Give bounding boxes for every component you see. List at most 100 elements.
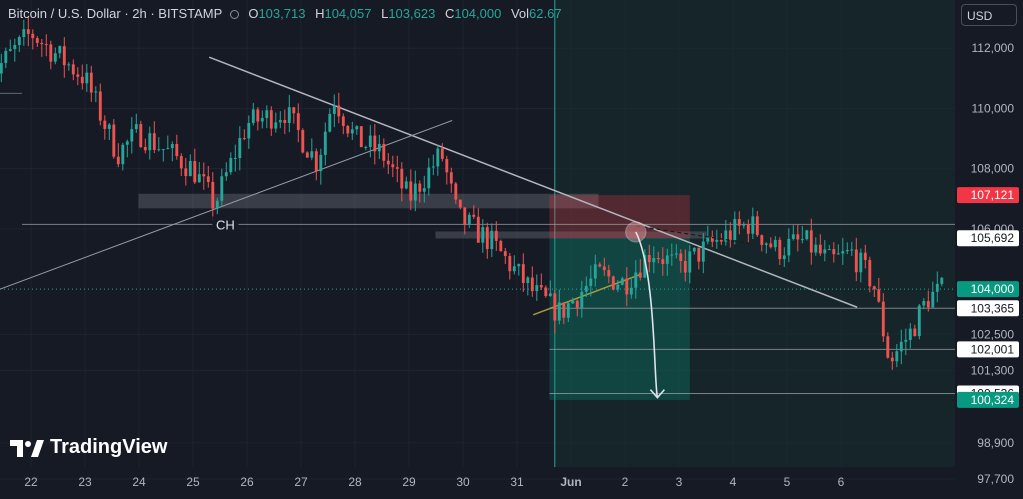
- candle-189: [836, 244, 840, 255]
- candle-body: [454, 183, 458, 200]
- candle-body: [436, 148, 440, 167]
- candle-50: [211, 172, 215, 221]
- candle-186: [823, 240, 827, 262]
- candle-111: [485, 222, 489, 259]
- candle-body: [49, 44, 53, 62]
- candle-body: [319, 154, 323, 172]
- candle-body: [53, 53, 57, 62]
- candle-190: [841, 237, 845, 265]
- candle-131: [575, 299, 579, 317]
- tradingview-wordmark: TradingView: [50, 436, 168, 458]
- candle-79: [341, 113, 345, 135]
- candle-185: [818, 234, 822, 256]
- candle-83: [359, 126, 363, 148]
- candle-97: [422, 175, 426, 203]
- candle-body: [872, 286, 876, 290]
- price-label-3: 103,365: [971, 301, 1015, 315]
- candle-body: [278, 120, 282, 123]
- candle-35: [143, 138, 147, 154]
- candle-179: [791, 225, 795, 241]
- candle-86: [373, 124, 377, 165]
- candle-body: [404, 181, 408, 189]
- y-tick-label-4: 102,500: [971, 327, 1015, 341]
- candle-body: [751, 216, 755, 234]
- candle-180: [796, 224, 800, 252]
- y-tick-label-0: 112,000: [972, 41, 1015, 55]
- candle-body: [692, 247, 696, 252]
- candle-48: [202, 162, 206, 190]
- candle-body: [382, 143, 386, 161]
- candle-207: [917, 304, 921, 340]
- candle-body: [238, 137, 242, 158]
- candle-175: [773, 236, 777, 252]
- candle-29: [116, 143, 120, 168]
- candle-body: [274, 122, 278, 129]
- price-label-4: 102,001: [971, 342, 1015, 356]
- candle-body: [391, 164, 395, 168]
- candle-46: [193, 148, 197, 185]
- candle-body: [89, 72, 93, 93]
- candle-162: [715, 229, 719, 249]
- candle-body: [400, 168, 404, 189]
- candle-194: [859, 248, 863, 283]
- candle-142: [625, 267, 629, 307]
- candle-body: [557, 302, 561, 321]
- candle-100: [436, 144, 440, 176]
- candle-body: [548, 293, 552, 297]
- candle-body: [701, 241, 705, 262]
- candle-26: [103, 115, 107, 140]
- volume-value: 62.67: [529, 6, 562, 21]
- candle-body: [616, 284, 620, 290]
- candle-87: [377, 134, 381, 160]
- candle-166: [733, 211, 737, 245]
- candle-body: [449, 172, 453, 184]
- candle-101: [440, 143, 444, 162]
- candle-45: [188, 154, 192, 177]
- candle-body: [251, 109, 255, 123]
- candle-body: [170, 143, 174, 149]
- candle-body: [881, 301, 885, 337]
- candle-body: [418, 183, 422, 192]
- candle-70: [301, 128, 305, 154]
- candle-24: [94, 86, 98, 103]
- candle-body: [166, 148, 170, 150]
- candle-body: [143, 147, 147, 151]
- candle-113: [494, 221, 498, 251]
- currency-selector[interactable]: USD: [961, 4, 1017, 26]
- candle-body: [431, 166, 435, 168]
- candle-49: [206, 166, 210, 188]
- candle-body: [215, 200, 219, 209]
- candle-body: [836, 253, 840, 255]
- high-label: H: [315, 6, 325, 21]
- candle-32: [130, 117, 134, 154]
- candle-body: [0, 63, 3, 74]
- candle-21: [80, 64, 84, 90]
- candle-69: [296, 103, 300, 143]
- candle-body: [625, 278, 629, 295]
- candle-body: [854, 249, 858, 273]
- candle-body: [503, 251, 507, 257]
- candle-body: [584, 285, 588, 292]
- candle-body: [296, 113, 300, 131]
- candle-30: [121, 142, 125, 171]
- candle-body: [481, 227, 485, 243]
- candle-38: [157, 137, 161, 152]
- candle-body: [715, 239, 719, 242]
- candle-body: [566, 303, 570, 318]
- candle-44: [184, 157, 188, 186]
- candle-197: [872, 285, 876, 298]
- candle-body: [728, 230, 732, 241]
- y-tick-label-7: 97,700: [977, 472, 1014, 486]
- candle-119: [521, 253, 525, 292]
- price-label-bg-6: [957, 391, 1019, 408]
- candle-body: [256, 109, 260, 122]
- candle-63: [269, 106, 273, 136]
- candle-203: [899, 329, 903, 365]
- candle-136: [598, 262, 602, 268]
- candle-57: [242, 129, 246, 141]
- candle-body: [184, 168, 188, 176]
- candle-body: [121, 144, 125, 165]
- candle-body: [58, 46, 62, 54]
